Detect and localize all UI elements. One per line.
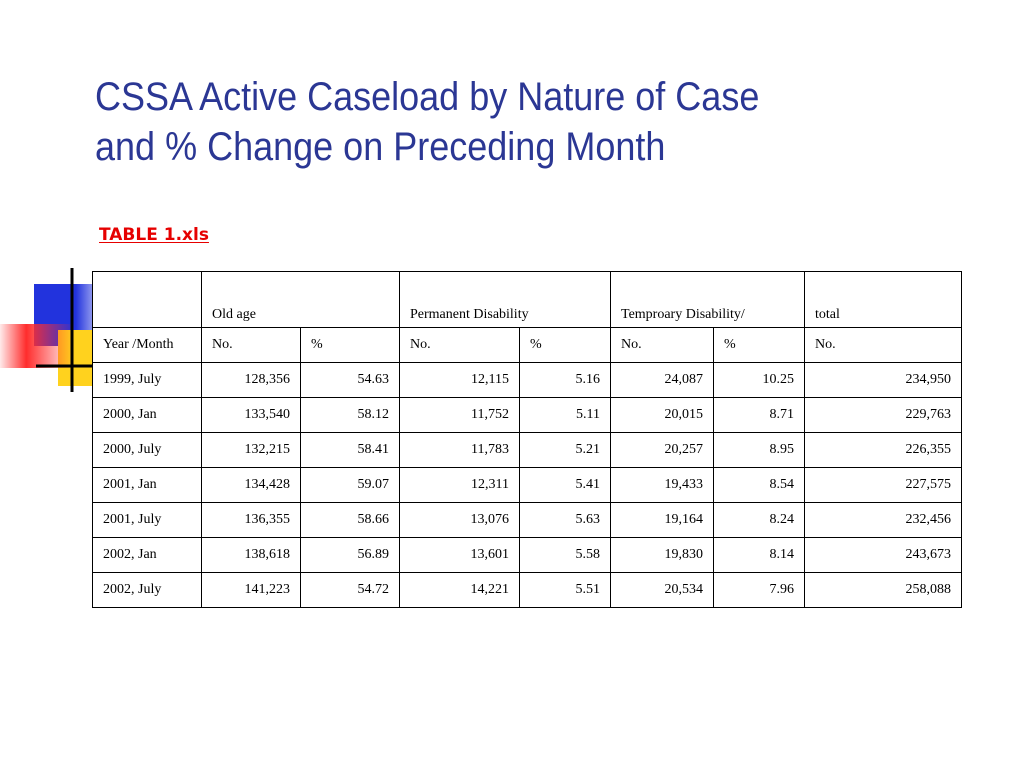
slide-title-line-2: and % Change on Preceding Month (95, 125, 666, 169)
sub-header-cell: % (712, 327, 806, 363)
permanent-disability-pct-cell: 5.16 (519, 362, 611, 398)
temporary-disability-no-cell: 20,257 (610, 432, 714, 468)
temporary-disability-pct-cell: 8.24 (712, 502, 806, 538)
table-row: 2002, July 141,223 54.72 14,221 5.51 20,… (92, 572, 963, 608)
sub-header-cell: No. (804, 327, 963, 363)
table-row: 2000, Jan 133,540 58.12 11,752 5.11 20,0… (92, 397, 963, 433)
total-no-cell: 226,355 (804, 432, 963, 468)
permanent-disability-no-cell: 13,076 (399, 502, 520, 538)
temporary-disability-pct-cell: 8.54 (712, 467, 806, 503)
group-header-old-age: Old age (201, 271, 400, 328)
old-age-pct-cell: 58.12 (300, 397, 400, 433)
temporary-disability-pct-cell: 8.95 (712, 432, 806, 468)
period-cell: 2002, July (92, 572, 202, 608)
old-age-no-cell: 133,540 (201, 397, 301, 433)
table-file-link[interactable]: TABLE 1.xls (99, 225, 209, 245)
permanent-disability-no-cell: 11,783 (399, 432, 520, 468)
slide-title: CSSA Active Caseload by Nature of Case a… (95, 72, 887, 172)
table-row: 2001, Jan 134,428 59.07 12,311 5.41 19,4… (92, 467, 963, 503)
table-row: 1999, July 128,356 54.63 12,115 5.16 24,… (92, 362, 963, 398)
group-header-permanent-disability: Permanent Disability (399, 271, 611, 328)
sub-header-cell: No. (201, 327, 301, 363)
sub-header-cell: No. (610, 327, 714, 363)
permanent-disability-pct-cell: 5.41 (519, 467, 611, 503)
old-age-no-cell: 136,355 (201, 502, 301, 538)
permanent-disability-pct-cell: 5.58 (519, 537, 611, 573)
group-header-temporary-disability: Temproary Disability/ (609, 271, 806, 328)
old-age-pct-cell: 54.72 (300, 572, 400, 608)
old-age-pct-cell: 58.41 (300, 432, 400, 468)
slide-title-line-1: CSSA Active Caseload by Nature of Case (95, 75, 760, 119)
temporary-disability-no-cell: 24,087 (610, 362, 714, 398)
permanent-disability-pct-cell: 5.21 (519, 432, 611, 468)
permanent-disability-no-cell: 12,311 (399, 467, 520, 503)
sub-header-cell: No. (399, 327, 520, 363)
old-age-no-cell: 138,618 (201, 537, 301, 573)
total-no-cell: 232,456 (804, 502, 963, 538)
temporary-disability-no-cell: 19,164 (610, 502, 714, 538)
sub-header-cell: Year /Month (92, 327, 202, 363)
temporary-disability-pct-cell: 8.71 (712, 397, 806, 433)
old-age-pct-cell: 59.07 (300, 467, 400, 503)
period-cell: 2000, July (92, 432, 202, 468)
table-row: 2001, July 136,355 58.66 13,076 5.63 19,… (92, 502, 963, 538)
permanent-disability-no-cell: 13,601 (399, 537, 520, 573)
sub-header-cell: % (300, 327, 400, 363)
temporary-disability-pct-cell: 10.25 (712, 362, 806, 398)
old-age-no-cell: 132,215 (201, 432, 301, 468)
temporary-disability-pct-cell: 8.14 (712, 537, 806, 573)
period-cell: 2002, Jan (92, 537, 202, 573)
total-no-cell: 258,088 (804, 572, 963, 608)
old-age-pct-cell: 58.66 (300, 502, 400, 538)
old-age-no-cell: 134,428 (201, 467, 301, 503)
permanent-disability-no-cell: 14,221 (399, 572, 520, 608)
permanent-disability-pct-cell: 5.11 (519, 397, 611, 433)
total-no-cell: 227,575 (804, 467, 963, 503)
period-cell: 2000, Jan (92, 397, 202, 433)
permanent-disability-no-cell: 11,752 (399, 397, 520, 433)
permanent-disability-pct-cell: 5.63 (519, 502, 611, 538)
total-no-cell: 234,950 (804, 362, 963, 398)
permanent-disability-pct-cell: 5.51 (519, 572, 611, 608)
group-header-empty (92, 271, 202, 328)
period-cell: 1999, July (92, 362, 202, 398)
period-cell: 2001, July (92, 502, 202, 538)
group-header-total: total (804, 271, 963, 328)
old-age-no-cell: 128,356 (201, 362, 301, 398)
temporary-disability-no-cell: 19,830 (610, 537, 714, 573)
temporary-disability-no-cell: 19,433 (610, 467, 714, 503)
total-no-cell: 243,673 (804, 537, 963, 573)
red-square (0, 324, 75, 368)
temporary-disability-no-cell: 20,534 (610, 572, 714, 608)
table-row: 2000, July 132,215 58.41 11,783 5.21 20,… (92, 432, 963, 468)
caseload-table: Old age Permanent Disability Temproary D… (92, 271, 963, 608)
old-age-no-cell: 141,223 (201, 572, 301, 608)
sub-header-cell: % (519, 327, 611, 363)
sub-header-row: Year /Month No. % No. % No. % No. (92, 327, 963, 363)
total-no-cell: 229,763 (804, 397, 963, 433)
old-age-pct-cell: 56.89 (300, 537, 400, 573)
permanent-disability-no-cell: 12,115 (399, 362, 520, 398)
old-age-pct-cell: 54.63 (300, 362, 400, 398)
group-header-row: Old age Permanent Disability Temproary D… (92, 271, 963, 328)
period-cell: 2001, Jan (92, 467, 202, 503)
temporary-disability-pct-cell: 7.96 (712, 572, 806, 608)
table-row: 2002, Jan 138,618 56.89 13,601 5.58 19,8… (92, 537, 963, 573)
temporary-disability-no-cell: 20,015 (610, 397, 714, 433)
